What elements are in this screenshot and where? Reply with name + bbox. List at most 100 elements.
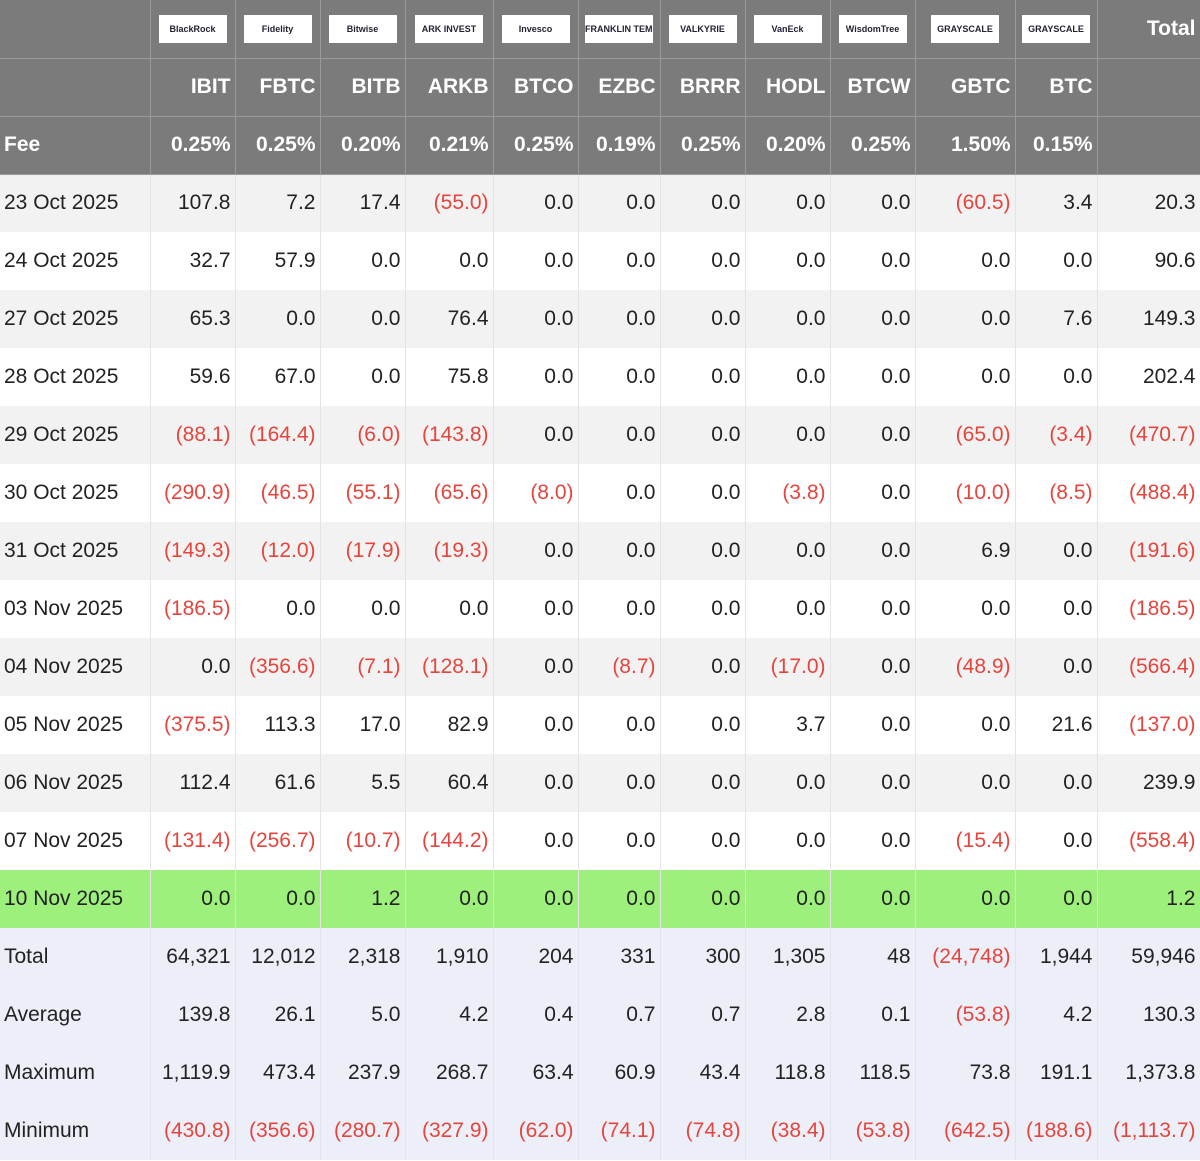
data-row: 24 Oct 2025 32.7 57.9 0.0 0.0 0.0 0.0 0.0 0.0 0.0… [0, 232, 1200, 290]
flow-value: 61.6 [235, 754, 321, 812]
summary-label: Average [0, 986, 151, 1044]
logo-cell: Invesco [493, 0, 579, 59]
summary-value: 130.3 [1097, 986, 1200, 1044]
issuer-logo: FRANKLIN TEMPLETON [585, 14, 653, 43]
fee: 0.25% [493, 116, 579, 175]
flow-value: (164.4) [235, 406, 321, 464]
fee: 0.25% [235, 116, 321, 175]
flow-value: 60.4 [405, 754, 494, 812]
flow-value: 0.0 [320, 580, 406, 638]
summary-value: (74.1) [578, 1102, 661, 1160]
flow-value: 0.0 [1015, 754, 1098, 812]
ticker: HODL [745, 58, 831, 117]
flow-value: (8.7) [578, 638, 661, 696]
flow-value: 0.0 [830, 174, 916, 232]
empty-cell [1097, 116, 1200, 175]
flow-value: 0.0 [745, 870, 831, 928]
flow-value: 0.0 [660, 870, 746, 928]
flow-value: (17.0) [745, 638, 831, 696]
summary-value: 0.4 [493, 986, 579, 1044]
flow-value: (356.6) [235, 638, 321, 696]
summary-value: 118.5 [830, 1044, 916, 1102]
flow-value: 0.0 [578, 290, 661, 348]
summary-value: 1,910 [405, 928, 494, 986]
flow-value: 0.0 [1015, 812, 1098, 870]
flow-value: 0.0 [660, 232, 746, 290]
flow-value: 0.0 [150, 638, 236, 696]
fee: 0.19% [578, 116, 661, 175]
flow-value: 0.0 [578, 348, 661, 406]
logo-cell: Bitwise [320, 0, 406, 59]
flow-value: 0.0 [578, 580, 661, 638]
ticker: FBTC [235, 58, 321, 117]
flow-value: (3.8) [745, 464, 831, 522]
flow-value: (15.4) [915, 812, 1016, 870]
flow-value: 0.0 [745, 348, 831, 406]
flow-value: 0.0 [1015, 638, 1098, 696]
flow-value: 0.0 [493, 754, 579, 812]
flow-value: (186.5) [1097, 580, 1200, 638]
ticker-row: IBIT FBTC BITB ARKB BTCO EZBC BRRR HODL BTCW GBTC… [0, 58, 1200, 117]
issuer-logo: GRAYSCALE [931, 14, 999, 43]
date: 23 Oct 2025 [0, 174, 151, 232]
flow-value: 0.0 [578, 754, 661, 812]
fee: 1.50% [915, 116, 1016, 175]
flow-value: 17.4 [320, 174, 406, 232]
flow-value: (10.7) [320, 812, 406, 870]
flow-value: 112.4 [150, 754, 236, 812]
flow-value: (17.9) [320, 522, 406, 580]
flow-value: 0.0 [830, 464, 916, 522]
flow-value: 0.0 [660, 290, 746, 348]
flow-value: 0.0 [493, 290, 579, 348]
issuer-logo: WisdomTree [838, 14, 907, 43]
flow-value: 0.0 [745, 812, 831, 870]
flow-value: 0.0 [830, 290, 916, 348]
flow-value: 107.8 [150, 174, 236, 232]
data-row: 30 Oct 2025 (290.9) (46.5) (55.1) (65.6) (8.0… [0, 464, 1200, 522]
flow-value: 0.0 [915, 348, 1016, 406]
flow-value: 0.0 [830, 812, 916, 870]
summary-value: 473.4 [235, 1044, 321, 1102]
flow-value: 0.0 [493, 522, 579, 580]
flow-value: 0.0 [915, 870, 1016, 928]
flow-value: (144.2) [405, 812, 494, 870]
flow-value: 75.8 [405, 348, 494, 406]
flow-value: 0.0 [493, 348, 579, 406]
flow-value: 0.0 [660, 812, 746, 870]
summary-value: 0.7 [578, 986, 661, 1044]
flow-value: (3.4) [1015, 406, 1098, 464]
flow-value: 0.0 [1015, 580, 1098, 638]
flow-value: (566.4) [1097, 638, 1200, 696]
logo-cell: WisdomTree [830, 0, 916, 59]
flow-value: 0.0 [235, 870, 321, 928]
date: 07 Nov 2025 [0, 812, 151, 870]
summary-value: (188.6) [1015, 1102, 1098, 1160]
summary-value: 2.8 [745, 986, 831, 1044]
data-row: 31 Oct 2025 (149.3) (12.0) (17.9) (19.3) 0.0 0… [0, 522, 1200, 580]
fee-row: Fee 0.25% 0.25% 0.20% 0.21% 0.25% 0.19% 0.25% 0.… [0, 116, 1200, 175]
summary-value: (38.4) [745, 1102, 831, 1160]
flow-value: 1.2 [320, 870, 406, 928]
summary-value: 73.8 [915, 1044, 1016, 1102]
logo-cell: GRAYSCALE [915, 0, 1016, 59]
flow-value: 0.0 [830, 232, 916, 290]
flow-value: 0.0 [830, 522, 916, 580]
flow-value: 20.3 [1097, 174, 1200, 232]
summary-value: 4.2 [1015, 986, 1098, 1044]
flow-value: 0.0 [405, 232, 494, 290]
summary-value: 5.0 [320, 986, 406, 1044]
flow-value: 0.0 [660, 696, 746, 754]
flow-value: (55.1) [320, 464, 406, 522]
flow-value: 90.6 [1097, 232, 1200, 290]
summary-value: (356.6) [235, 1102, 321, 1160]
flow-value: 0.0 [1015, 870, 1098, 928]
issuer-logo: Bitwise [328, 14, 397, 43]
flow-value: (191.6) [1097, 522, 1200, 580]
flow-value: 17.0 [320, 696, 406, 754]
issuer-logo: BlackRock [158, 14, 227, 43]
flow-value: 0.0 [660, 580, 746, 638]
ticker: ARKB [405, 58, 494, 117]
flow-value: (55.0) [405, 174, 494, 232]
summary-value: 59,946 [1097, 928, 1200, 986]
flow-value: 5.5 [320, 754, 406, 812]
